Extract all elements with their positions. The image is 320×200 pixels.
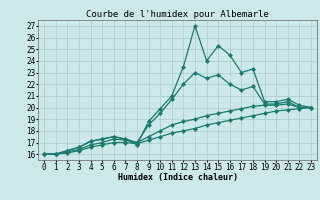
X-axis label: Humidex (Indice chaleur): Humidex (Indice chaleur) [118,173,238,182]
Title: Courbe de l'humidex pour Albemarle: Courbe de l'humidex pour Albemarle [86,10,269,19]
